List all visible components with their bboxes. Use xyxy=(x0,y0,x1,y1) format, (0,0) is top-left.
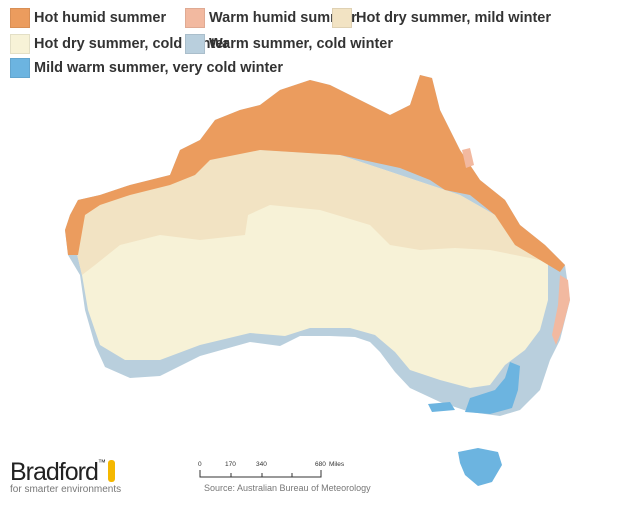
region-hot-humid xyxy=(65,75,565,272)
logo-name: Bradford xyxy=(10,458,99,486)
source-note: Source: Australian Bureau of Meteorology xyxy=(204,483,371,493)
legend-label: Hot humid summer xyxy=(34,10,167,26)
legend-swatch xyxy=(10,58,30,78)
legend-item-hot-dry-cold-winter: Hot dry summer, cold winter xyxy=(10,34,229,54)
legend-item-hot-humid: Hot humid summer xyxy=(10,8,166,28)
legend-label: Hot dry summer, cold winter xyxy=(34,36,229,52)
legend-item-warm-cold-winter: Warm summer, cold winter xyxy=(185,34,393,54)
legend-label: Mild warm summer, very cold winter xyxy=(34,60,283,76)
logo-tm: ™ xyxy=(97,458,106,467)
legend-label: Warm summer, cold winter xyxy=(209,36,393,52)
legend-item-very-cold-winter: Mild warm summer, very cold winter xyxy=(10,58,283,78)
legend-swatch xyxy=(10,8,30,28)
scale-unit: Miles xyxy=(329,461,345,468)
legend-swatch xyxy=(332,8,352,28)
logo-accent-bar xyxy=(107,460,115,482)
legend-swatch xyxy=(185,8,205,28)
region-very-cold-winter xyxy=(428,362,520,486)
scale-tick-340: 340 xyxy=(256,461,267,468)
scale-tick-170: 170 xyxy=(225,461,236,468)
region-hot-dry-mild-winter xyxy=(75,150,548,275)
legend-item-hot-dry-mild-winter: Hot dry summer, mild winter xyxy=(332,8,551,28)
legend-swatch xyxy=(185,34,205,54)
scale-tick-0: 0 xyxy=(198,461,202,468)
bradford-logo: Bradford™ for smarter environments xyxy=(10,458,121,495)
scale-tick-680: 680 xyxy=(315,461,326,468)
logo-tagline: for smarter environments xyxy=(10,484,122,495)
legend-swatch xyxy=(10,34,30,54)
legend-label: Warm humid summer xyxy=(209,10,357,26)
legend-item-warm-humid: Warm humid summer xyxy=(185,8,357,28)
legend-label: Hot dry summer, mild winter xyxy=(356,10,551,26)
region-warm-humid xyxy=(462,148,570,345)
